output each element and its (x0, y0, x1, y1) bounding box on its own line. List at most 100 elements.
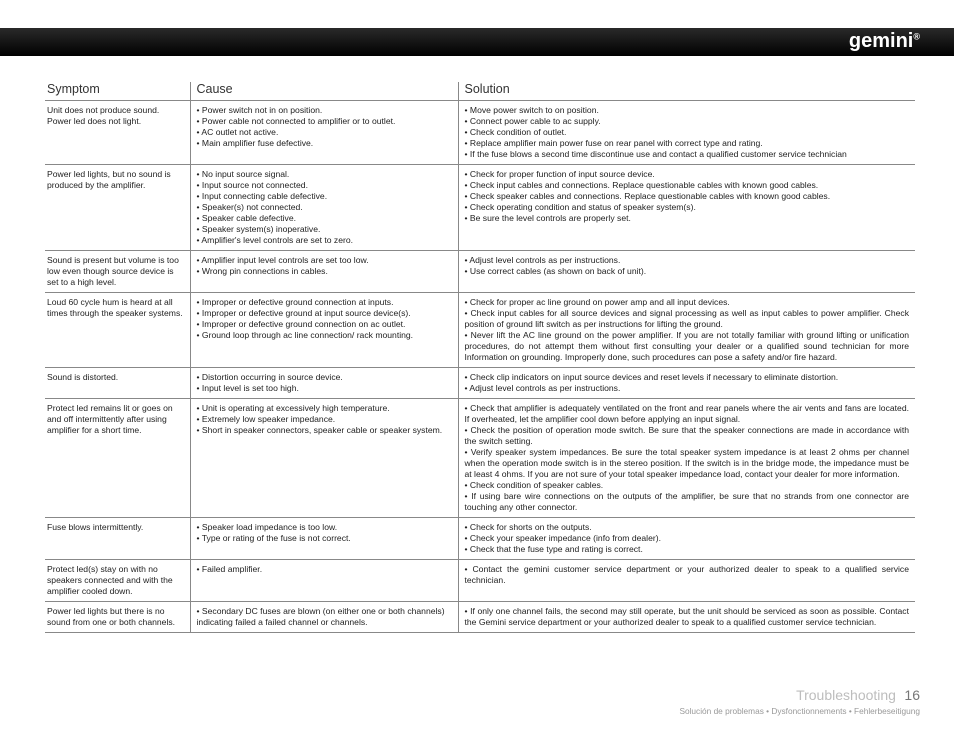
header-bar: gemini® (0, 28, 954, 56)
cause-item: Power cable not connected to amplifier o… (197, 116, 452, 127)
table-header-row: Symptom Cause Solution (45, 82, 915, 101)
cause-cell: Speaker load impedance is too low.Type o… (190, 518, 458, 560)
solution-item: Check input cables and connections. Repl… (465, 180, 910, 191)
cause-cell: Power switch not in on position.Power ca… (190, 101, 458, 165)
solution-item: Check condition of outlet. (465, 127, 910, 138)
solution-item: Check for shorts on the outputs. (465, 522, 910, 533)
solution-cell: Check clip indicators on input source de… (458, 368, 915, 399)
cause-item: Amplifier's level controls are set to ze… (197, 235, 452, 246)
symptom-cell: Unit does not produce sound. Power led d… (45, 101, 190, 165)
table-row: Sound is present but volume is too low e… (45, 251, 915, 293)
solution-cell: Check for shorts on the outputs.Check yo… (458, 518, 915, 560)
solution-cell: Check that amplifier is adequately venti… (458, 399, 915, 518)
solution-item: Check for proper ac line ground on power… (465, 297, 910, 308)
cause-item: Wrong pin connections in cables. (197, 266, 452, 277)
cause-item: Improper or defective ground connection … (197, 319, 452, 330)
col-header-cause: Cause (190, 82, 458, 101)
cause-item: Speaker load impedance is too low. (197, 522, 452, 533)
brand-logo: gemini® (849, 30, 920, 53)
solution-item: Check condition of speaker cables. (465, 480, 910, 491)
solution-item: Adjust level controls as per instruction… (465, 255, 910, 266)
solution-cell: Contact the gemini customer service depa… (458, 560, 915, 602)
solution-item: Check the position of operation mode swi… (465, 425, 910, 447)
table-row: Sound is distorted.Distortion occurring … (45, 368, 915, 399)
table-row: Power led lights but there is no sound f… (45, 602, 915, 633)
footer-subtitle: Solución de problemas • Dysfonctionnemen… (679, 706, 920, 716)
cause-cell: Amplifier input level controls are set t… (190, 251, 458, 293)
symptom-cell: Loud 60 cycle hum is heard at all times … (45, 293, 190, 368)
solution-cell: Check for proper ac line ground on power… (458, 293, 915, 368)
cause-item: No input source signal. (197, 169, 452, 180)
cause-item: Input source not connected. (197, 180, 452, 191)
cause-cell: Failed amplifier. (190, 560, 458, 602)
cause-item: Input level is set too high. (197, 383, 452, 394)
solution-item: Be sure the level controls are properly … (465, 213, 910, 224)
symptom-cell: Power led lights but there is no sound f… (45, 602, 190, 633)
table-row: Fuse blows intermittently.Speaker load i… (45, 518, 915, 560)
cause-item: AC outlet not active. (197, 127, 452, 138)
cause-cell: Distortion occurring in source device.In… (190, 368, 458, 399)
page-number: 16 (904, 687, 920, 703)
cause-item: Speaker system(s) inoperative. (197, 224, 452, 235)
cause-item: Improper or defective ground connection … (197, 297, 452, 308)
solution-item: Adjust level controls as per instruction… (465, 383, 910, 394)
cause-item: Improper or defective ground at input so… (197, 308, 452, 319)
table-row: Power led lights, but no sound is produc… (45, 165, 915, 251)
solution-item: Connect power cable to ac supply. (465, 116, 910, 127)
solution-cell: Adjust level controls as per instruction… (458, 251, 915, 293)
footer-title: Troubleshooting (796, 687, 896, 703)
solution-item: Check that amplifier is adequately venti… (465, 403, 910, 425)
cause-cell: No input source signal.Input source not … (190, 165, 458, 251)
symptom-cell: Power led lights, but no sound is produc… (45, 165, 190, 251)
solution-item: Check clip indicators on input source de… (465, 372, 910, 383)
solution-item: If the fuse blows a second time disconti… (465, 149, 910, 160)
cause-item: Distortion occurring in source device. (197, 372, 452, 383)
cause-cell: Improper or defective ground connection … (190, 293, 458, 368)
footer-title-line: Troubleshooting 16 (679, 687, 920, 705)
solution-cell: Check for proper function of input sourc… (458, 165, 915, 251)
cause-item: Amplifier input level controls are set t… (197, 255, 452, 266)
table-row: Unit does not produce sound. Power led d… (45, 101, 915, 165)
cause-cell: Unit is operating at excessively high te… (190, 399, 458, 518)
symptom-cell: Sound is distorted. (45, 368, 190, 399)
table-row: Protect led(s) stay on with no speakers … (45, 560, 915, 602)
brand-text: gemini (849, 30, 913, 52)
solution-item: Replace amplifier main power fuse on rea… (465, 138, 910, 149)
solution-item: Check input cables for all source device… (465, 308, 910, 330)
cause-item: Main amplifier fuse defective. (197, 138, 452, 149)
troubleshooting-table-wrap: Symptom Cause Solution Unit does not pro… (45, 82, 915, 633)
cause-item: Speaker cable defective. (197, 213, 452, 224)
cause-item: Short in speaker connectors, speaker cab… (197, 425, 452, 436)
col-header-solution: Solution (458, 82, 915, 101)
cause-item: Speaker(s) not connected. (197, 202, 452, 213)
solution-item: If using bare wire connections on the ou… (465, 491, 910, 513)
symptom-cell: Protect led(s) stay on with no speakers … (45, 560, 190, 602)
solution-item: Use correct cables (as shown on back of … (465, 266, 910, 277)
page: gemini® Symptom Cause Solution Unit does… (0, 0, 954, 738)
solution-cell: If only one channel fails, the second ma… (458, 602, 915, 633)
solution-item: Check that the fuse type and rating is c… (465, 544, 910, 555)
cause-item: Power switch not in on position. (197, 105, 452, 116)
troubleshooting-table: Symptom Cause Solution Unit does not pro… (45, 82, 915, 633)
solution-item: Verify speaker system impedances. Be sur… (465, 447, 910, 480)
solution-item: Check your speaker impedance (info from … (465, 533, 910, 544)
cause-item: Ground loop through ac line connection/ … (197, 330, 452, 341)
symptom-cell: Sound is present but volume is too low e… (45, 251, 190, 293)
solution-item: Move power switch to on position. (465, 105, 910, 116)
solution-item: Never lift the AC line ground on the pow… (465, 330, 910, 363)
solution-item: Check operating condition and status of … (465, 202, 910, 213)
solution-item: Check for proper function of input sourc… (465, 169, 910, 180)
cause-item: Extremely low speaker impedance. (197, 414, 452, 425)
cause-item: Failed amplifier. (197, 564, 452, 575)
cause-item: Type or rating of the fuse is not correc… (197, 533, 452, 544)
table-row: Loud 60 cycle hum is heard at all times … (45, 293, 915, 368)
cause-item: Unit is operating at excessively high te… (197, 403, 452, 414)
solution-item: Contact the gemini customer service depa… (465, 564, 910, 586)
table-row: Protect led remains lit or goes on and o… (45, 399, 915, 518)
cause-item: Input connecting cable defective. (197, 191, 452, 202)
cause-cell: Secondary DC fuses are blown (on either … (190, 602, 458, 633)
symptom-cell: Fuse blows intermittently. (45, 518, 190, 560)
solution-cell: Move power switch to on position.Connect… (458, 101, 915, 165)
col-header-symptom: Symptom (45, 82, 190, 101)
solution-item: Check speaker cables and connections. Re… (465, 191, 910, 202)
